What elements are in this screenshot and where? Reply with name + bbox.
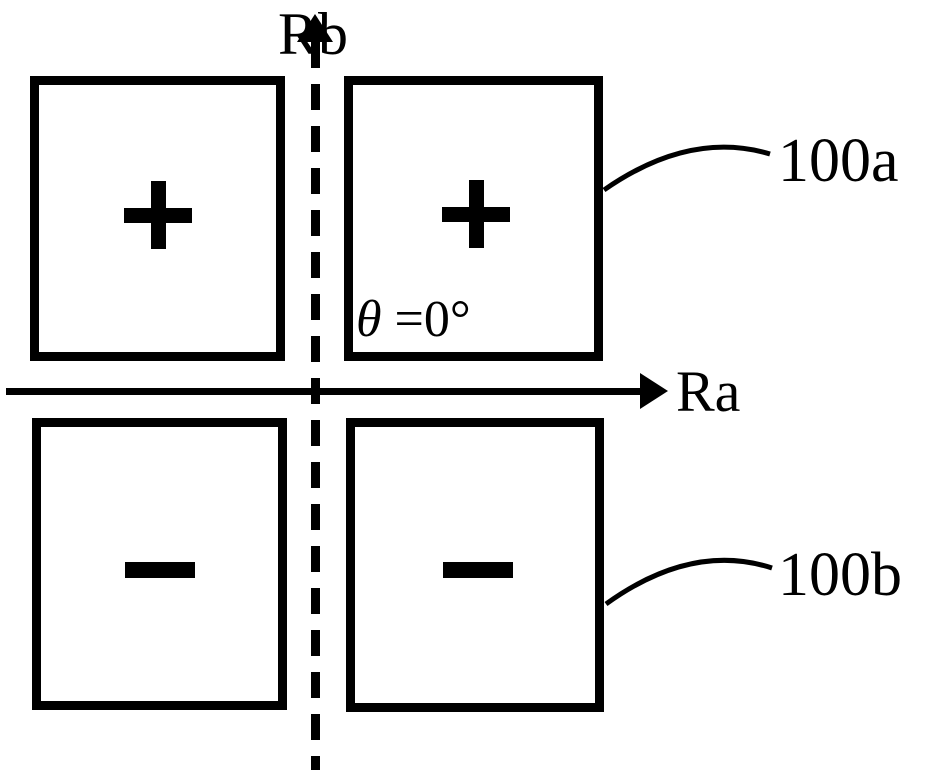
callout-100a-leader-icon [594, 120, 780, 200]
axis-y-dash [311, 714, 320, 740]
axis-x-label: Ra [676, 358, 740, 425]
callout-100b-leader-icon [596, 532, 782, 614]
plus-tr-v [469, 180, 484, 248]
axis-y-dash [311, 630, 320, 656]
minus-bl [125, 562, 195, 578]
axis-y-dash [311, 336, 320, 362]
axis-y-dash [311, 168, 320, 194]
axis-y-dash [311, 756, 320, 770]
axis-y-dash [311, 504, 320, 530]
axis-y-dash [311, 252, 320, 278]
axis-y-label: Rb [278, 0, 348, 69]
plus-tl-v [151, 181, 166, 249]
axis-y-dash [311, 84, 320, 110]
diagram-canvas: Ra Rb θ =0° 100a 100b [0, 0, 941, 780]
minus-br [443, 562, 513, 578]
axis-y-dash [311, 126, 320, 152]
theta-label: θ =0° [356, 290, 471, 349]
axis-y-dash [311, 378, 320, 404]
axis-x-arrow-icon [640, 373, 668, 409]
axis-y-dash [311, 294, 320, 320]
axis-y-dash [311, 462, 320, 488]
axis-y-dash [311, 210, 320, 236]
axis-x [6, 388, 640, 395]
callout-100a-label: 100a [778, 126, 899, 197]
axis-y-dash [311, 672, 320, 698]
axis-y-dash [311, 588, 320, 614]
axis-y-dash [311, 546, 320, 572]
axis-y-dash [311, 420, 320, 446]
callout-100b-label: 100b [778, 540, 902, 611]
